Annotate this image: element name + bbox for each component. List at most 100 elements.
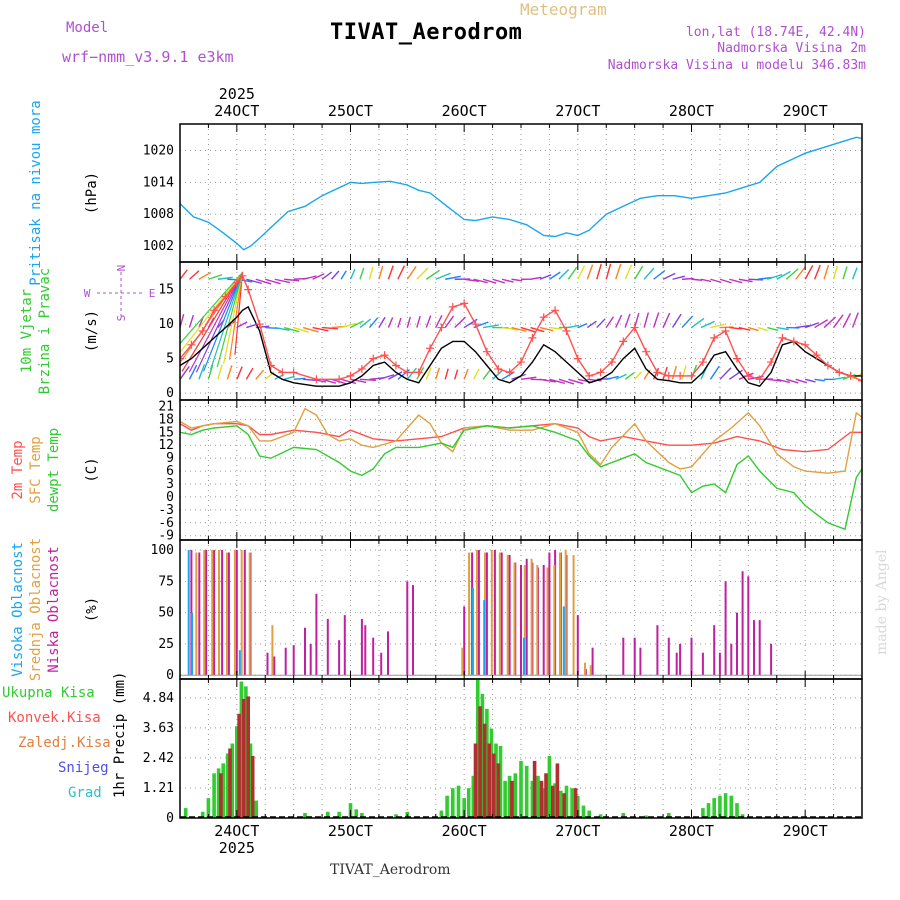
- wind-barb: [662, 312, 671, 328]
- x-tick-label-top: 29OCT: [783, 102, 828, 120]
- wind-barb: [217, 364, 223, 380]
- bar-precip: [576, 795, 580, 818]
- bar-clouds: [730, 643, 733, 676]
- wind-barb: [388, 371, 403, 380]
- wind-barb: [195, 272, 244, 373]
- series-line-temperature-0: [180, 422, 862, 453]
- bar-clouds: [248, 552, 251, 676]
- model-label: Model: [66, 20, 109, 36]
- bar-precip: [228, 748, 232, 818]
- wind-barb: [823, 264, 830, 280]
- bar-clouds: [690, 637, 693, 676]
- bar-clouds: [205, 550, 208, 676]
- bar-clouds: [546, 567, 549, 676]
- wind-barb: [378, 265, 384, 280]
- wind-barb: [681, 365, 687, 380]
- bar-clouds: [461, 647, 464, 676]
- precip-legend-label: Zaledj.Kisa: [18, 735, 111, 751]
- gust-marker: [823, 361, 832, 370]
- wind-barb: [520, 326, 536, 333]
- gust-marker: [698, 358, 707, 367]
- wind-barb: [861, 378, 862, 380]
- bar-precip: [519, 760, 523, 818]
- precip-legend-label: Snijeg: [58, 760, 109, 776]
- x-tick-label-bottom: 28OCT: [669, 822, 714, 840]
- wind-barb: [748, 278, 763, 281]
- wind-barb: [842, 313, 852, 328]
- bar-precip: [621, 813, 626, 818]
- bar-precip: [706, 803, 711, 818]
- bar-clouds: [633, 637, 636, 676]
- bar-clouds: [589, 665, 592, 676]
- station-elevation: Nadmorska Visina 2m: [717, 41, 866, 56]
- wind-barb: [596, 318, 606, 329]
- bar-clouds: [559, 552, 561, 676]
- model-name: wrf−nmm_v3.9.1 e3km: [62, 48, 234, 66]
- x-tick-label-bottom: 26OCT: [442, 822, 487, 840]
- wind-barb: [322, 326, 338, 330]
- y-axis-unit: (C): [84, 457, 100, 482]
- bar-clouds: [542, 565, 545, 676]
- wind-barb: [198, 364, 206, 380]
- bar-clouds: [273, 656, 276, 676]
- gust-marker: [232, 278, 241, 287]
- gust-marker: [858, 376, 862, 385]
- bar-clouds: [498, 552, 501, 676]
- wind-barb: [217, 276, 233, 280]
- wind-barb: [748, 326, 759, 332]
- plot-area-wind: [180, 263, 862, 388]
- bar-clouds: [523, 637, 525, 676]
- bar-clouds: [364, 625, 367, 676]
- compass-label: W: [84, 287, 91, 300]
- bar-clouds: [520, 565, 522, 676]
- gust-marker: [266, 361, 275, 370]
- wind-barb: [624, 313, 631, 328]
- x-tick-label-top: 24OCT: [214, 102, 259, 120]
- bar-clouds: [562, 606, 565, 676]
- plot-area-pressure: [180, 136, 862, 251]
- wind-barb: [473, 278, 488, 284]
- wind-barb: [416, 315, 421, 328]
- bar-clouds: [770, 643, 773, 676]
- gust-marker: [596, 368, 605, 377]
- gust-marker: [505, 368, 514, 377]
- wind-barb: [246, 278, 262, 285]
- y-axis-label: Niska Oblacnost: [46, 546, 62, 672]
- year-label-bottom: 2025: [219, 839, 255, 857]
- bar-clouds: [508, 555, 511, 676]
- bar-clouds: [736, 612, 738, 676]
- bar-clouds: [203, 550, 206, 676]
- precip-legend-label: Ukupna Kisa: [2, 685, 95, 701]
- wind-barb: [321, 271, 333, 280]
- bar-precip: [246, 696, 250, 818]
- x-tick-label-bottom: 29OCT: [783, 822, 828, 840]
- wind-barb: [188, 314, 195, 328]
- wind-barb: [284, 375, 295, 380]
- wind-barb: [738, 326, 751, 331]
- gust-marker: [619, 337, 628, 346]
- gust-marker: [767, 358, 776, 367]
- y-axis-label: Srednja Oblacnost: [28, 538, 44, 681]
- wind-barb: [662, 366, 668, 380]
- bar-precip: [489, 728, 494, 818]
- gust-marker: [562, 327, 571, 335]
- wind-barb: [539, 326, 554, 332]
- bar-clouds: [243, 550, 246, 676]
- bar-precip: [250, 755, 255, 818]
- plot-area-clouds: [180, 550, 862, 676]
- bar-clouds: [211, 550, 214, 676]
- bar-clouds: [315, 593, 318, 676]
- wind-barb: [397, 265, 406, 280]
- y-tick-label: 2.42: [143, 751, 174, 766]
- bar-precip: [503, 780, 507, 818]
- wind-barb: [842, 266, 848, 280]
- bar-precip: [559, 790, 563, 818]
- wind-barb: [265, 278, 281, 285]
- wind-barb: [577, 322, 588, 329]
- wind-barb: [738, 278, 753, 283]
- wind-barb: [795, 378, 808, 384]
- bar-clouds: [667, 637, 670, 676]
- wind-barb: [832, 265, 839, 280]
- bar-precip: [530, 780, 535, 818]
- bar-precip: [553, 783, 557, 818]
